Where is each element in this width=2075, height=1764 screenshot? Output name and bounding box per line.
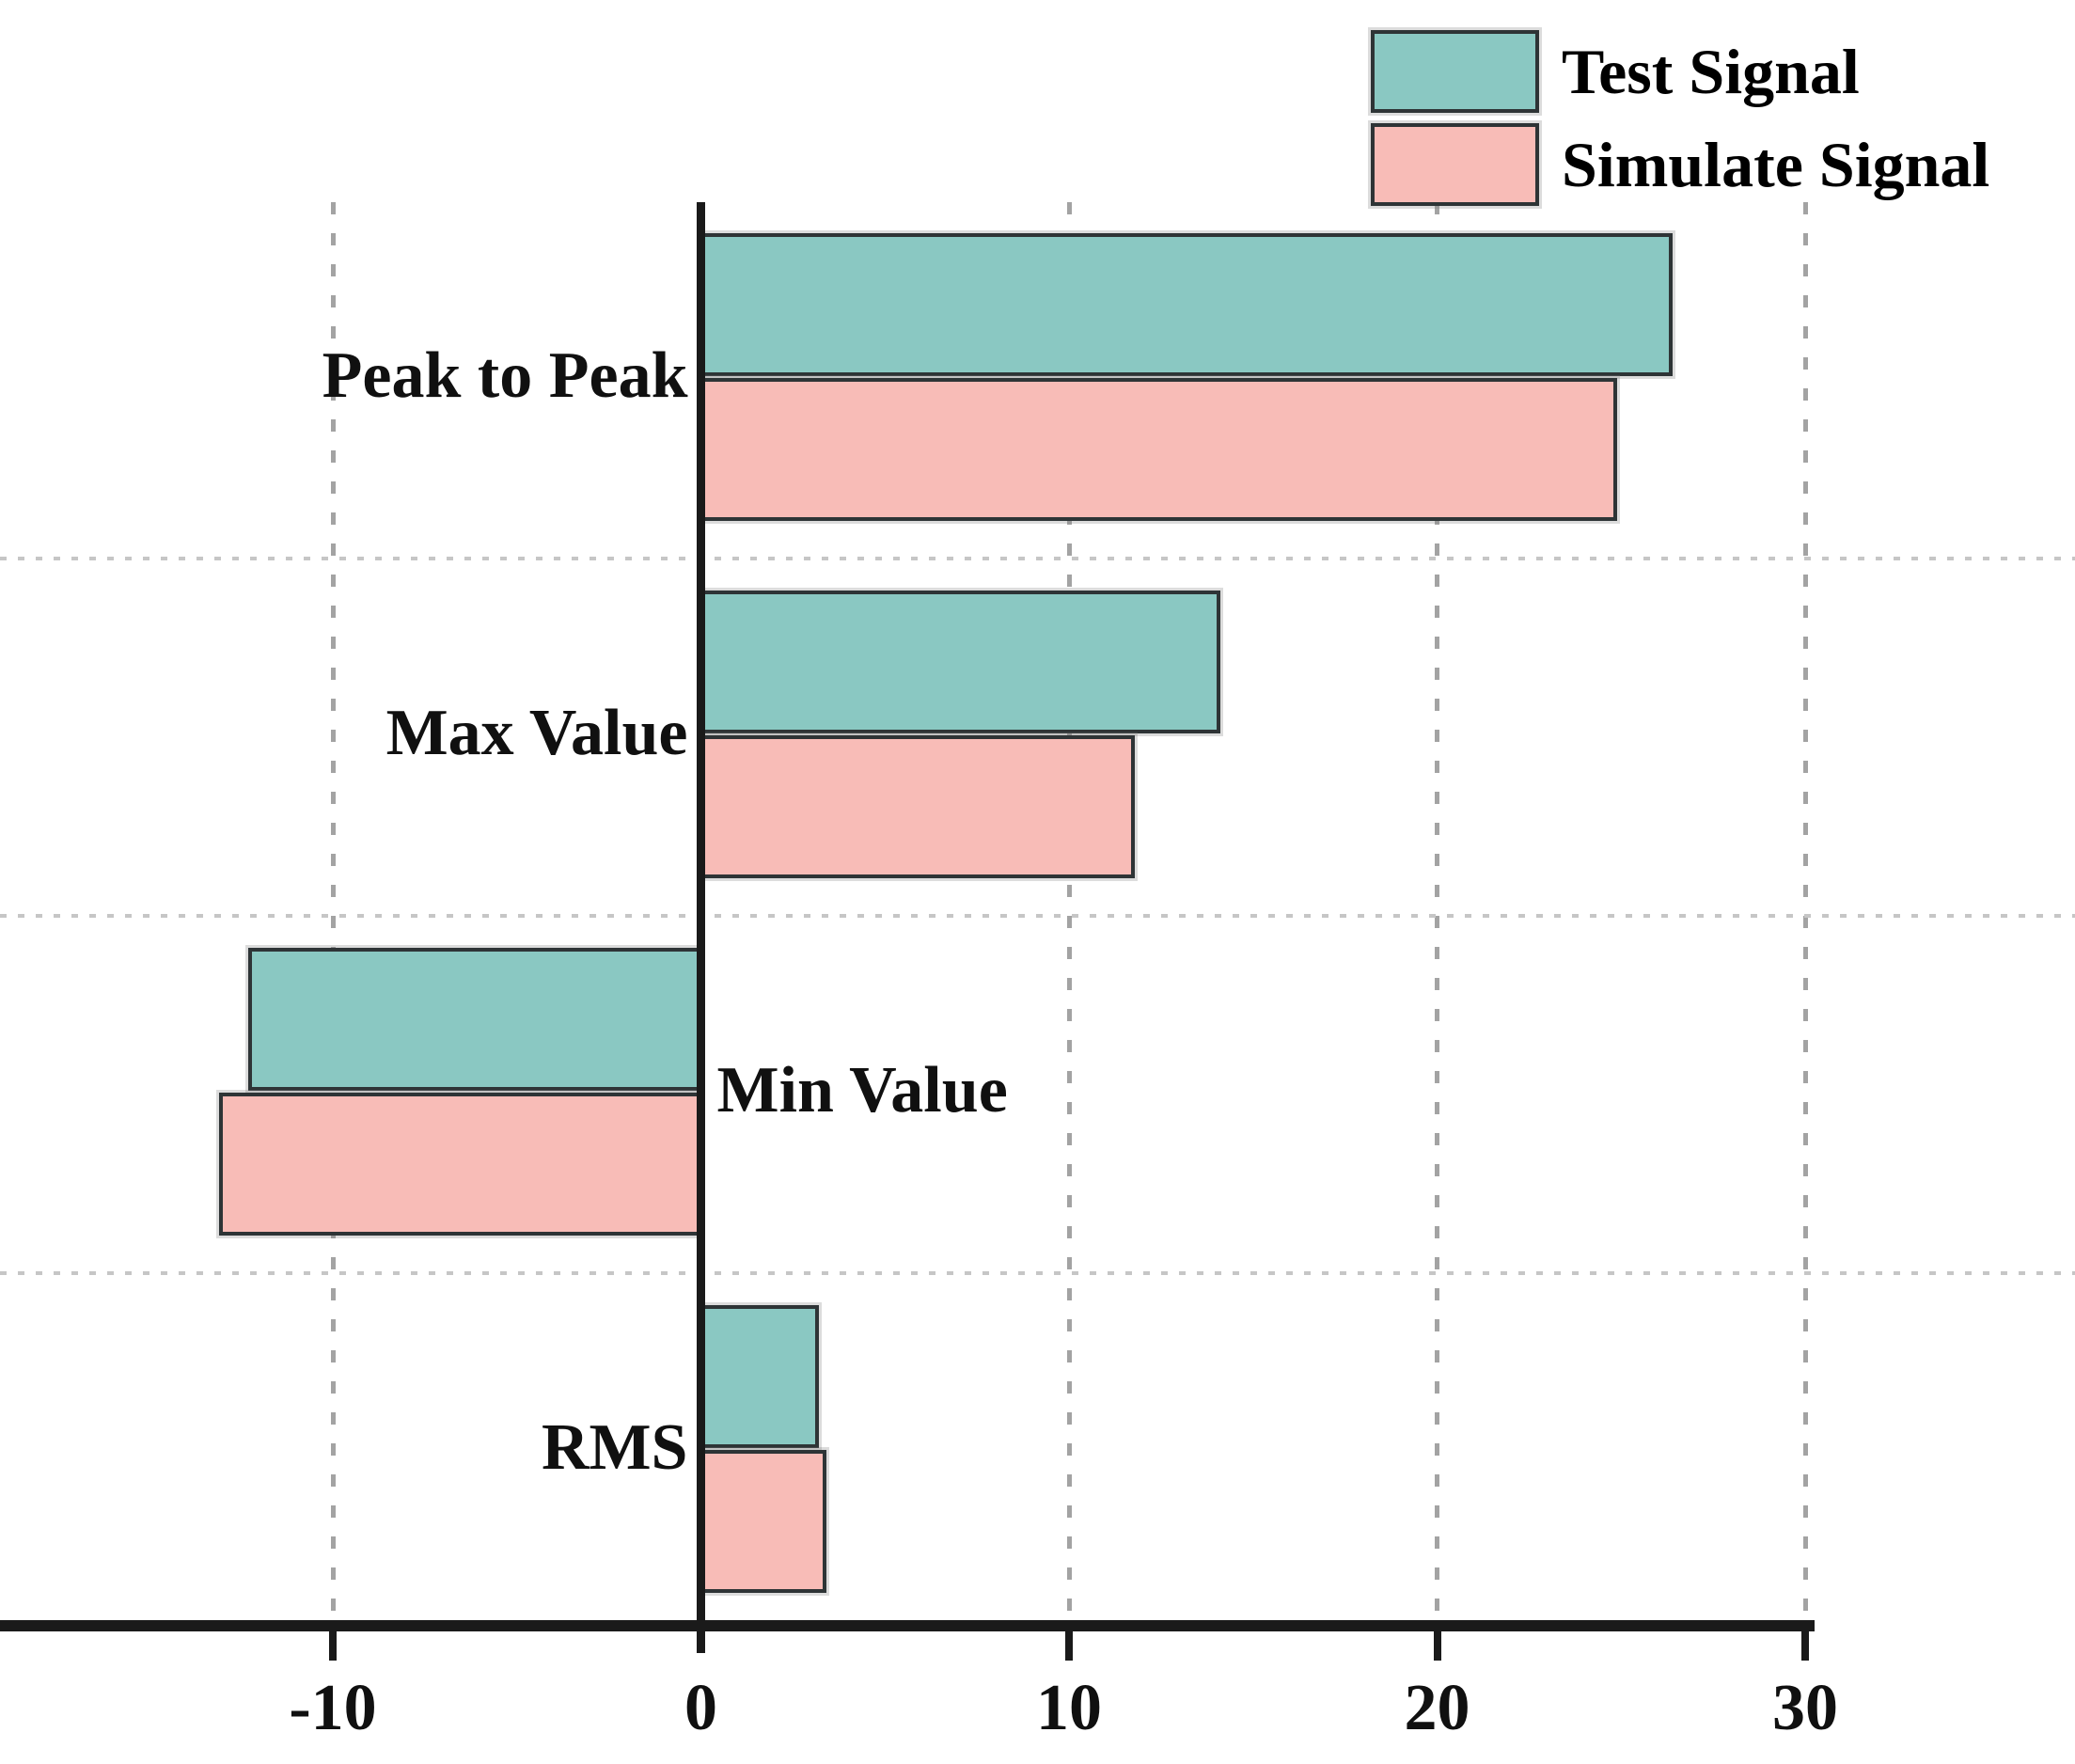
legend-label-test-signal: Test Signal <box>1562 36 1860 107</box>
category-label-peak-to-peak: Peak to Peak <box>322 339 688 412</box>
gridline-x-20 <box>1435 202 1439 1620</box>
bar-simulate-signal-rms <box>700 1450 826 1593</box>
x-tick-30 <box>1801 1631 1809 1661</box>
x-tick-label-20: 20 <box>1404 1672 1470 1744</box>
bar-simulate-signal-min-value <box>218 1093 701 1236</box>
legend-swatch-test-signal <box>1371 30 1539 113</box>
x-tick-10 <box>1065 1631 1073 1661</box>
band-separator-0 <box>0 557 2075 560</box>
x-tick-label-30: 30 <box>1772 1672 1838 1744</box>
category-label-max-value: Max Value <box>385 697 688 769</box>
x-tick-label--10: -10 <box>289 1672 377 1744</box>
legend-entry-simulate-signal: Simulate Signal <box>1371 123 1989 206</box>
legend-swatch-simulate-signal <box>1371 123 1539 206</box>
bar-test-signal-min-value <box>247 948 701 1091</box>
x-axis-line <box>0 1620 1815 1631</box>
x-tick-label-10: 10 <box>1036 1672 1102 1744</box>
gridline-x--10 <box>330 202 336 1620</box>
bar-simulate-signal-peak-to-peak <box>700 378 1618 521</box>
bar-test-signal-rms <box>700 1305 819 1448</box>
legend-label-simulate-signal: Simulate Signal <box>1562 129 1990 200</box>
legend: Test Signal Simulate Signal <box>1371 30 1989 206</box>
gridline-x-30 <box>1802 202 1808 1620</box>
band-separator-1 <box>0 914 2075 918</box>
category-label-min-value: Min Value <box>716 1054 1008 1126</box>
band-separator-2 <box>0 1271 2075 1275</box>
x-tick-label-0: 0 <box>684 1672 717 1744</box>
gridline-x-10 <box>1066 202 1072 1620</box>
legend-entry-test-signal: Test Signal <box>1371 30 1989 113</box>
x-tick--10 <box>329 1631 337 1661</box>
bar-simulate-signal-max-value <box>700 735 1136 878</box>
x-tick-20 <box>1433 1631 1441 1661</box>
bar-test-signal-max-value <box>700 591 1220 733</box>
category-label-rms: RMS <box>541 1411 688 1484</box>
zero-spine <box>697 202 705 1653</box>
bar-test-signal-peak-to-peak <box>700 233 1674 376</box>
